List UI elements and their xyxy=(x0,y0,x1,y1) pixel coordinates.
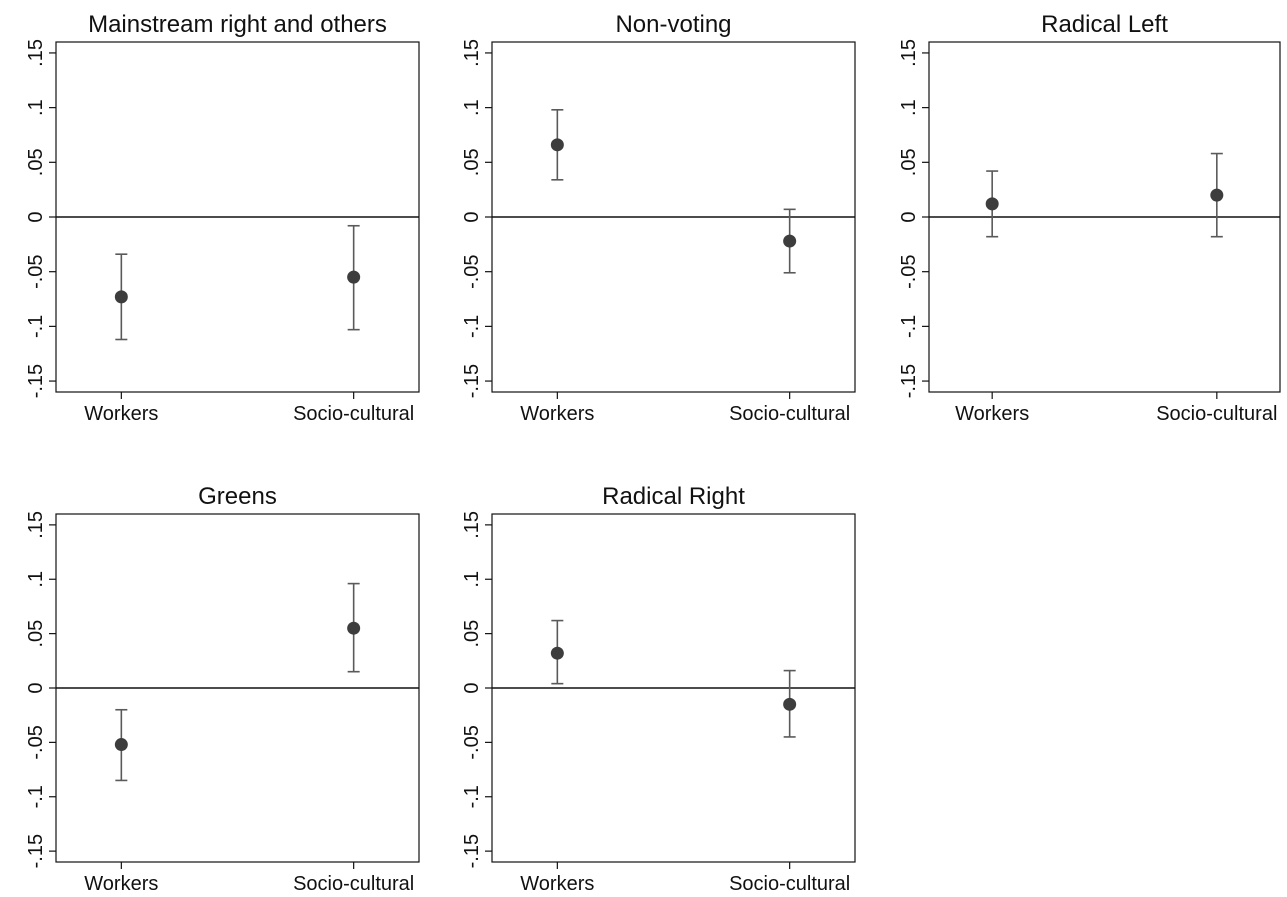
y-tick-label: .1 xyxy=(898,99,920,116)
y-tick-label: -.15 xyxy=(25,834,47,868)
y-tick-label: 0 xyxy=(461,211,483,222)
category-label: Workers xyxy=(520,873,594,895)
point-estimate xyxy=(550,138,564,152)
y-tick-label: -.15 xyxy=(461,834,483,868)
y-tick-label: .15 xyxy=(25,39,47,67)
panel-radical-right: Radical Right .15 .1 .05 0 -.05 -.1 -.15 Workers… xyxy=(461,483,856,895)
panel-non-voting: Non-voting .15 .1 .05 0 -.05 -.1 -.15 Workers Soc… xyxy=(461,11,856,425)
y-tick-label: 0 xyxy=(25,682,47,693)
panel-greens: Greens .15 .1 .05 0 -.05 -.1 -.15 Workers Socio-c… xyxy=(25,483,420,895)
category-label: Workers xyxy=(520,403,594,425)
y-tick-label: -.1 xyxy=(461,315,483,338)
y-tick-label: 0 xyxy=(898,211,920,222)
y-tick-label: -.05 xyxy=(25,725,47,759)
category-label: Workers xyxy=(955,403,1029,425)
y-tick-label: .05 xyxy=(25,620,47,648)
point-estimate xyxy=(347,621,361,635)
category-label: Socio-cultural xyxy=(729,403,850,425)
y-tick-label: -.15 xyxy=(25,364,47,398)
y-tick-label: .1 xyxy=(25,571,47,588)
y-tick-label: .1 xyxy=(461,571,483,588)
category-label: Workers xyxy=(84,873,158,895)
y-tick-label: .1 xyxy=(25,99,47,116)
y-tick-label: -.15 xyxy=(461,364,483,398)
y-tick-label: .15 xyxy=(461,39,483,67)
category-label: Socio-cultural xyxy=(729,873,850,895)
point-estimate xyxy=(783,697,797,711)
category-label: Workers xyxy=(84,403,158,425)
panel-title: Greens xyxy=(198,483,277,510)
panel-title: Mainstream right and others xyxy=(88,11,387,38)
point-estimate xyxy=(1210,188,1224,202)
y-tick-label: .05 xyxy=(25,148,47,176)
panel-title: Radical Left xyxy=(1041,11,1168,38)
point-estimate xyxy=(347,270,361,284)
panel-mainstream-right: Mainstream right and others .15 .1 .05 0 -.05… xyxy=(25,11,420,425)
y-tick-label: -.05 xyxy=(898,254,920,288)
y-tick-label: 0 xyxy=(25,211,47,222)
y-tick-label: -.1 xyxy=(25,315,47,338)
category-label: Socio-cultural xyxy=(293,403,414,425)
y-tick-label: -.05 xyxy=(461,725,483,759)
point-estimate xyxy=(114,290,128,304)
y-tick-label: .15 xyxy=(461,511,483,539)
category-label: Socio-cultural xyxy=(293,873,414,895)
panel-radical-left: Radical Left .15 .1 .05 0 -.05 -.1 -.15 Workers S… xyxy=(898,11,1281,425)
y-tick-label: .05 xyxy=(461,148,483,176)
point-estimate xyxy=(550,646,564,660)
point-estimate xyxy=(783,234,797,248)
point-estimate xyxy=(114,738,128,752)
y-tick-label: .15 xyxy=(25,511,47,539)
y-tick-label: -.1 xyxy=(25,785,47,808)
y-tick-label: .1 xyxy=(461,99,483,116)
y-tick-label: 0 xyxy=(461,682,483,693)
point-estimate xyxy=(985,197,999,211)
y-tick-label: -.15 xyxy=(898,364,920,398)
y-tick-label: -.05 xyxy=(461,254,483,288)
y-tick-label: .05 xyxy=(898,148,920,176)
category-label: Socio-cultural xyxy=(1156,403,1277,425)
y-tick-label: -.1 xyxy=(461,785,483,808)
y-tick-label: -.05 xyxy=(25,254,47,288)
y-tick-label: .05 xyxy=(461,620,483,648)
y-tick-label: -.1 xyxy=(898,315,920,338)
panel-title: Non-voting xyxy=(615,11,731,38)
y-tick-label: .15 xyxy=(898,39,920,67)
panel-title: Radical Right xyxy=(602,483,745,510)
